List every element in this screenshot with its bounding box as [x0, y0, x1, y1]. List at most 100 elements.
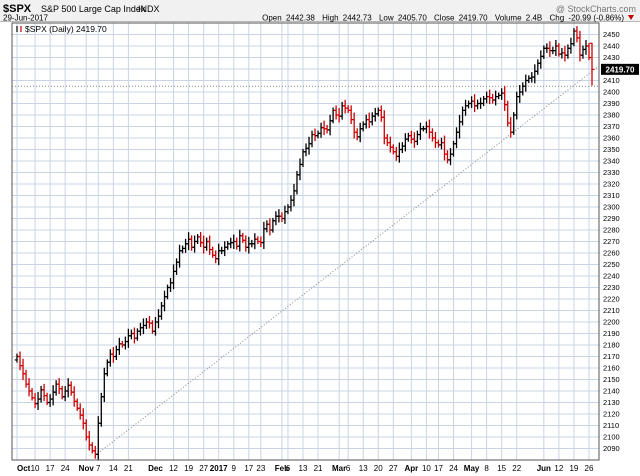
- legend-label: $SPX (Daily) 2419.70: [25, 24, 107, 34]
- y-tick-label: 2400: [603, 88, 620, 97]
- y-tick-label: 2370: [603, 122, 620, 131]
- y-tick-label: 2360: [603, 134, 620, 143]
- exchange-label: INDX: [138, 4, 160, 14]
- price-bar: [586, 43, 592, 61]
- change-down-icon: [628, 15, 634, 20]
- y-tick-label: 2260: [603, 249, 620, 258]
- ohlc-summary: Open 2442.38 High 2442.73 Low 2405.70 Cl…: [262, 14, 624, 23]
- x-tick-label: 7: [96, 464, 101, 473]
- x-tick-label: 21: [314, 464, 323, 473]
- x-tick-label: 10: [31, 464, 40, 473]
- volume-value: 2.4B: [526, 14, 542, 23]
- symbol-title: $SPX: [3, 3, 32, 15]
- y-tick-label: 2130: [603, 398, 620, 407]
- x-tick-label: 22: [512, 464, 521, 473]
- x-tick-label: 17: [244, 464, 253, 473]
- x-tick-label: 19: [569, 464, 578, 473]
- x-tick-label: 10: [422, 464, 431, 473]
- y-tick-label: 2270: [603, 237, 620, 246]
- index-name: S&P 500 Large Cap Index: [41, 4, 146, 14]
- watermark: @ StockCharts.com: [556, 4, 636, 14]
- y-tick-label: 2310: [603, 191, 620, 200]
- y-tick-label: 2410: [603, 76, 620, 85]
- y-tick-label: 2160: [603, 364, 620, 373]
- y-tick-label: 2380: [603, 111, 620, 120]
- y-tick-label: 2210: [603, 306, 620, 315]
- open-label: Open: [262, 14, 282, 23]
- change-value: -20.99 (-0.86%): [568, 14, 624, 23]
- x-tick-label: 27: [199, 464, 208, 473]
- y-tick-label: 2280: [603, 226, 620, 235]
- trendline: [94, 66, 599, 456]
- x-tick-label: 23: [256, 464, 265, 473]
- x-tick-label: Dec: [148, 464, 163, 473]
- x-tick-label: 19: [184, 464, 193, 473]
- x-tick-label: 15: [497, 464, 506, 473]
- x-tick-label: 17: [46, 464, 55, 473]
- y-tick-label: 2110: [603, 421, 619, 430]
- plot-frame: [11, 22, 600, 461]
- y-tick-label: 2120: [603, 410, 620, 419]
- y-tick-label: 2230: [603, 283, 620, 292]
- y-tick-label: 2250: [603, 260, 620, 269]
- low-value: 2405.70: [398, 14, 427, 23]
- y-tick-label: 2340: [603, 157, 620, 166]
- x-tick-label: 21: [124, 464, 133, 473]
- x-tick-label: 20: [374, 464, 383, 473]
- x-tick-label: 6: [286, 464, 291, 473]
- x-tick-label: 13: [359, 464, 368, 473]
- last-price-tag: 2419.70: [601, 63, 639, 75]
- change-label: Chg: [549, 14, 564, 23]
- y-tick-label: 2350: [603, 145, 620, 154]
- y-tick-label: 2450: [603, 30, 620, 39]
- x-tick-label: 2017: [210, 464, 228, 473]
- x-tick-label: Nov: [79, 464, 95, 473]
- y-tick-label: 2150: [603, 375, 620, 384]
- x-tick-label: 6: [346, 464, 351, 473]
- last-price-label: 2419.70: [606, 65, 635, 74]
- y-tick-label: 2190: [603, 329, 620, 338]
- y-tick-label: 2320: [603, 180, 620, 189]
- x-tick-label: 13: [299, 464, 308, 473]
- y-tick-label: 2170: [603, 352, 620, 361]
- x-tick-label: 26: [585, 464, 594, 473]
- price-bar: [589, 42, 595, 86]
- low-label: Low: [379, 14, 394, 23]
- high-label: High: [322, 14, 338, 23]
- x-tick-label: Oct: [17, 464, 31, 473]
- price-bars: [14, 26, 595, 461]
- x-tick-label: Jun: [537, 464, 551, 473]
- x-tick-label: 14: [109, 464, 118, 473]
- y-tick-label: 2090: [603, 444, 620, 453]
- close-value: 2419.70: [459, 14, 488, 23]
- x-tick-label: 24: [449, 464, 458, 473]
- x-tick-label: 9: [232, 464, 237, 473]
- y-tick-label: 2200: [603, 318, 620, 327]
- volume-label: Volume: [495, 14, 522, 23]
- close-label: Close: [434, 14, 455, 23]
- high-value: 2442.73: [343, 14, 372, 23]
- y-tick-label: 2430: [603, 53, 620, 62]
- y-tick-label: 2240: [603, 272, 620, 281]
- last-price-box: [601, 63, 639, 75]
- x-tick-label: Apr: [404, 464, 418, 473]
- y-tick-label: 2390: [603, 99, 620, 108]
- x-tick-label: 27: [389, 464, 398, 473]
- y-tick-label: 2330: [603, 168, 620, 177]
- x-tick-label: Mar: [332, 464, 346, 473]
- x-tick-label: May: [464, 464, 480, 473]
- y-tick-label: 2440: [603, 42, 620, 51]
- y-tick-label: 2180: [603, 341, 620, 350]
- y-tick-label: 2290: [603, 214, 620, 223]
- y-tick-label: 2300: [603, 203, 620, 212]
- legend: $SPX (Daily) 2419.70: [16, 24, 107, 34]
- y-tick-label: 2140: [603, 387, 620, 396]
- y-axis: 2090 2100 2110 2120 2130 2140 2150 2160 2170 2180…: [603, 30, 620, 453]
- header-date: 29-Jun-2017: [3, 14, 48, 23]
- x-tick-label: 12: [554, 464, 563, 473]
- x-tick-label: 17: [434, 464, 443, 473]
- y-tick-label: 2100: [603, 433, 620, 442]
- x-tick-label: 24: [61, 464, 70, 473]
